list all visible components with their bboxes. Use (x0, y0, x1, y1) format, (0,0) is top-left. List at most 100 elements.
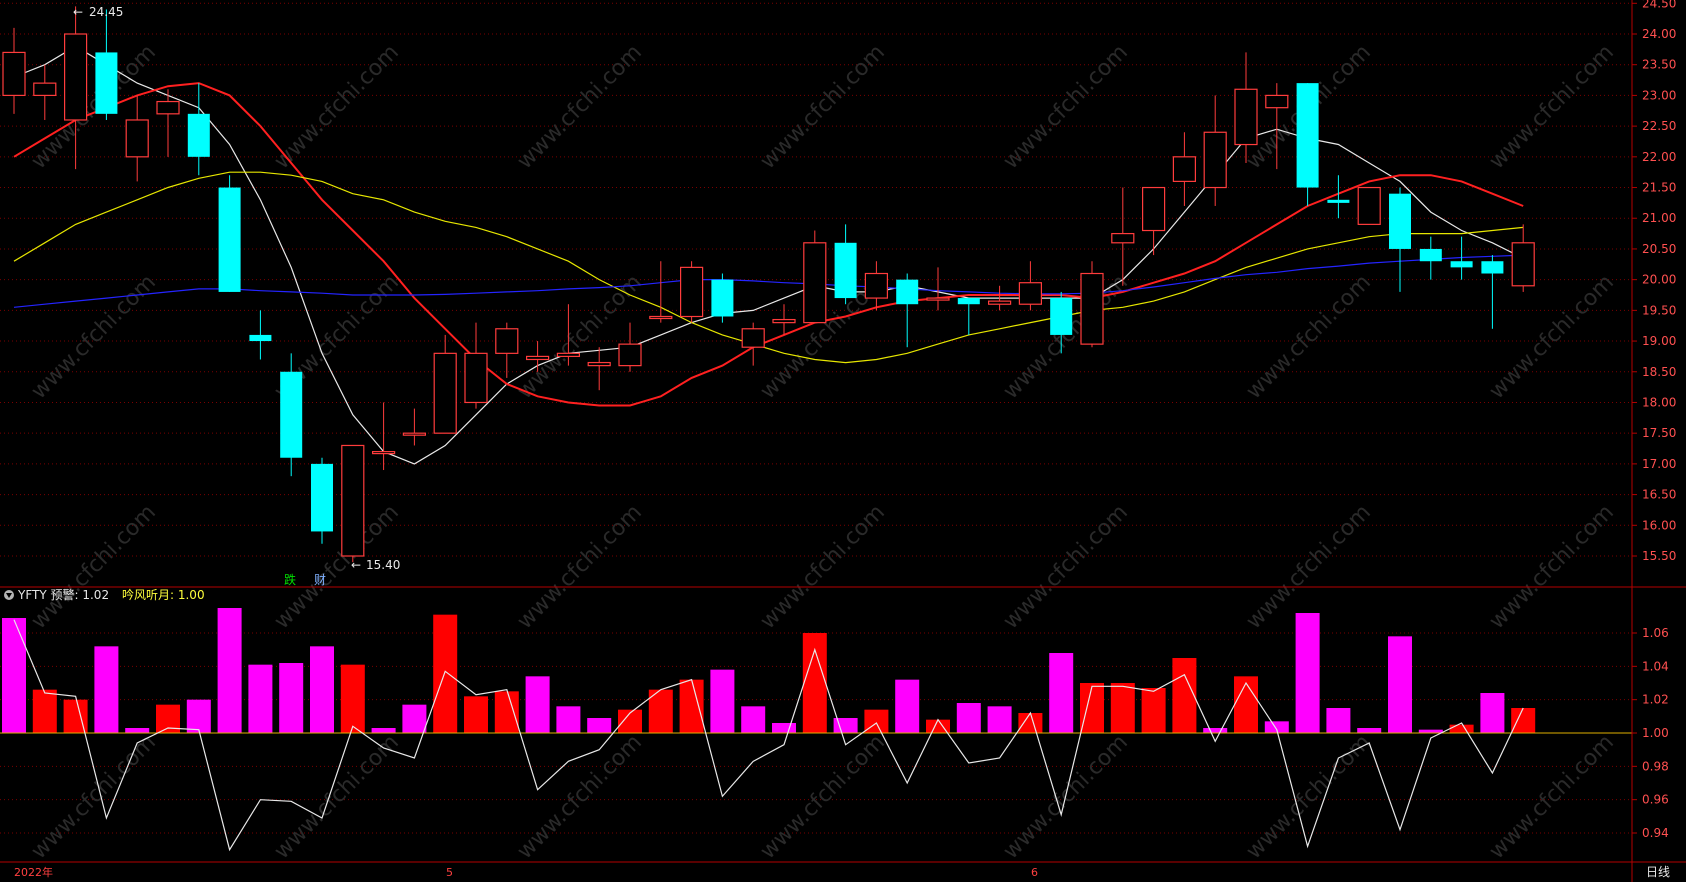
candle-body-down[interactable] (957, 298, 980, 305)
candle-body-down[interactable] (1450, 261, 1473, 268)
indicator-bar[interactable] (987, 706, 1012, 733)
indicator-bar[interactable] (1049, 653, 1074, 733)
candle-body-down[interactable] (834, 242, 857, 299)
marker-cai[interactable]: 财 (314, 573, 326, 587)
indicator-bar[interactable] (895, 679, 920, 733)
indicator-bar[interactable] (340, 664, 365, 733)
indicator-bar[interactable] (618, 709, 642, 733)
indicator-bar[interactable] (217, 608, 242, 733)
indicator-bar[interactable] (1388, 636, 1412, 733)
indicator-bar[interactable] (741, 706, 766, 733)
indicator-bar[interactable] (556, 706, 581, 733)
indicator-bar[interactable] (186, 699, 211, 733)
candle-body-up[interactable] (1111, 232, 1135, 244)
candle-body-down[interactable] (1327, 199, 1350, 203)
marker-die[interactable]: 跌 (284, 572, 296, 587)
indicator-bar[interactable] (833, 718, 858, 733)
candle-body-up[interactable] (556, 352, 581, 358)
candle-body-up[interactable] (1141, 186, 1166, 232)
candle-body-down[interactable] (1481, 261, 1504, 274)
candle-body-down[interactable] (896, 279, 919, 305)
indicator-bar[interactable] (926, 719, 950, 733)
indicator-bar[interactable] (1511, 708, 1536, 733)
indicator-bar[interactable] (464, 696, 488, 733)
indicator-bar[interactable] (1357, 728, 1382, 733)
indicator-bar[interactable] (371, 728, 396, 733)
indicator-bar[interactable] (1264, 721, 1289, 733)
indicator-bar[interactable] (1172, 658, 1197, 733)
candle-body-up[interactable] (495, 328, 519, 354)
candle-body-up[interactable] (1265, 94, 1289, 109)
candle-body-up[interactable] (772, 318, 796, 324)
candle-body-up[interactable] (1172, 156, 1197, 182)
indicator-bar[interactable] (433, 614, 458, 733)
candle-body-up[interactable] (33, 82, 57, 97)
indicator-bar[interactable] (1110, 683, 1135, 733)
indicator-bar[interactable] (587, 718, 612, 733)
indicator-bar[interactable] (1326, 708, 1351, 733)
candle-body-up[interactable] (1203, 131, 1227, 189)
candle-body-up[interactable] (433, 352, 457, 434)
indicator-bar[interactable] (32, 689, 57, 733)
candle-body-up[interactable] (464, 352, 488, 404)
candle-body-down[interactable] (1389, 193, 1411, 249)
indicator-bar[interactable] (1203, 728, 1228, 733)
candle-body-down[interactable] (187, 113, 210, 157)
candle-body-up[interactable] (341, 444, 365, 557)
candle-body-down[interactable] (218, 187, 241, 292)
indicator-bar[interactable] (1418, 729, 1443, 733)
candle-body-up[interactable] (864, 272, 889, 299)
candle-body-down[interactable] (280, 371, 303, 458)
candle-body-down[interactable] (1296, 83, 1319, 188)
candle-body-up[interactable] (1357, 186, 1381, 225)
candle-body-up[interactable] (1018, 282, 1043, 305)
candle-body-up[interactable] (926, 297, 950, 301)
candle-body-up[interactable] (156, 100, 180, 115)
candle-body-down[interactable] (1050, 298, 1073, 335)
candle-body-up[interactable] (618, 343, 642, 367)
indicator-bar[interactable] (125, 728, 150, 733)
candlesticks[interactable] (2, 6, 1535, 563)
indicator-bar[interactable] (648, 689, 673, 733)
indicator-bar[interactable] (710, 669, 735, 733)
indicator-bar[interactable] (1234, 676, 1258, 733)
candle-body-up[interactable] (1234, 88, 1258, 146)
indicator-bar[interactable] (279, 663, 304, 733)
candle-body-up[interactable] (402, 432, 426, 436)
candle-body-up[interactable] (525, 355, 550, 361)
candle-body-down[interactable] (1419, 248, 1442, 262)
candle-body-up[interactable] (125, 119, 149, 158)
indicator-bar[interactable] (956, 703, 981, 733)
indicator-bars[interactable] (0, 608, 1632, 734)
candle-body-up[interactable] (987, 300, 1012, 305)
indicator-bar[interactable] (94, 646, 119, 733)
candle-body-up[interactable] (679, 266, 704, 318)
indicator-bar[interactable] (1018, 713, 1043, 733)
indicator-bar[interactable] (402, 704, 427, 733)
indicator-bar[interactable] (310, 646, 334, 733)
candle-body-up[interactable] (1080, 272, 1104, 345)
candle-body-up[interactable] (372, 451, 396, 455)
indicator-bar[interactable] (772, 723, 796, 733)
candle-body-up[interactable] (803, 242, 827, 324)
candle-body-up[interactable] (741, 328, 765, 348)
indicator-bar[interactable] (1141, 688, 1166, 733)
indicator-bar[interactable] (1449, 724, 1474, 733)
period-label[interactable]: 日线 (1646, 865, 1670, 879)
candle-body-down[interactable] (711, 279, 734, 317)
candle-body-up[interactable] (587, 361, 611, 367)
candle-body-down[interactable] (249, 334, 272, 342)
candle-body-up[interactable] (1511, 242, 1535, 287)
indicator-bar[interactable] (1480, 693, 1505, 733)
candle-body-up[interactable] (2, 51, 26, 97)
indicator-bar[interactable] (1295, 613, 1320, 733)
indicator-bar[interactable] (525, 676, 550, 733)
candle-body-up[interactable] (63, 33, 88, 121)
indicator-bar[interactable] (494, 691, 519, 733)
indicator-bar[interactable] (1080, 683, 1104, 733)
candle-body-down[interactable] (311, 463, 333, 532)
indicator-bar[interactable] (2, 618, 26, 733)
candle-body-down[interactable] (95, 52, 118, 114)
indicator-bar[interactable] (248, 664, 273, 733)
